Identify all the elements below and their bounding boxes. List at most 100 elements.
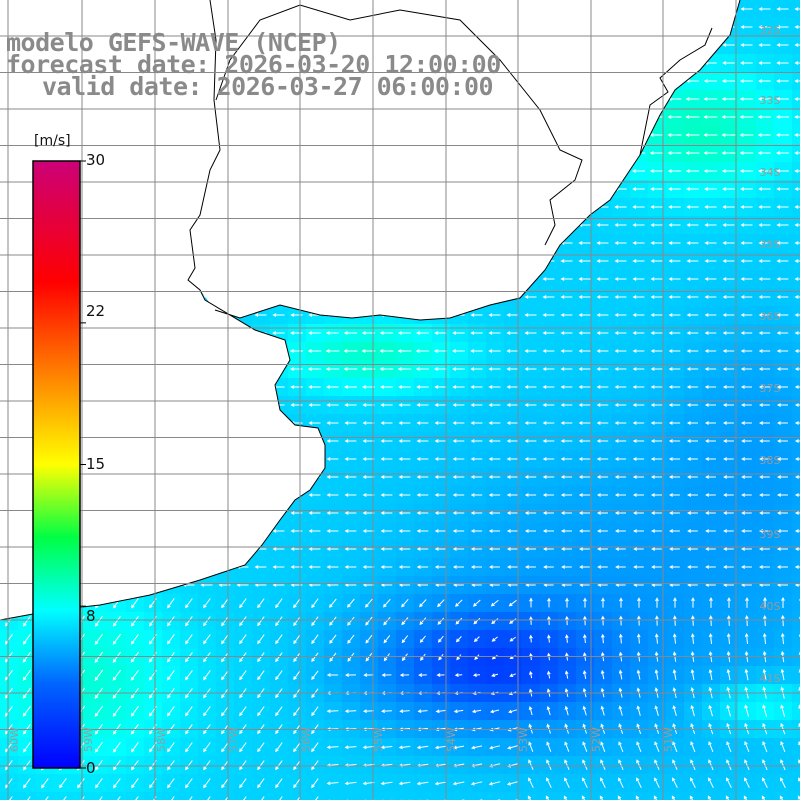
wind-arrow: [94, 633, 104, 645]
wind-arrow: [721, 115, 736, 119]
wind-arrow: [632, 457, 645, 461]
wind-cell: [792, 630, 800, 648]
wind-arrow: [578, 259, 591, 263]
wind-arrow: [686, 349, 699, 353]
wind-arrow: [272, 529, 285, 533]
wind-arrow: [722, 385, 734, 389]
wind-arrow: [739, 133, 754, 137]
wind-arrow: [797, 795, 800, 800]
wind-arrow: [344, 403, 357, 407]
wind-cell: [54, 792, 72, 800]
wind-arrow: [560, 277, 573, 281]
wind-arrow: [578, 439, 591, 443]
wind-arrow: [776, 25, 789, 29]
wind-arrow: [636, 633, 641, 644]
wind-arrow: [218, 583, 231, 587]
wind-arrow: [600, 741, 606, 752]
wind-arrow: [326, 673, 339, 677]
wind-arrow: [686, 403, 699, 407]
wind-arrow: [614, 277, 627, 281]
wind-arrow: [705, 547, 716, 551]
wind-arrow: [741, 493, 752, 497]
wind-arrow: [723, 529, 734, 533]
wind-arrow: [565, 615, 569, 626]
lat-label: 41S: [760, 672, 781, 685]
wind-arrow: [780, 668, 785, 681]
wind-arrow: [690, 669, 695, 680]
wind-arrow: [651, 565, 662, 569]
wind-arrow: [654, 669, 659, 680]
wind-cell: [216, 792, 234, 800]
wind-arrow: [546, 777, 552, 789]
wind-arrow: [506, 529, 519, 533]
wind-arrow: [705, 565, 716, 569]
wind-arrow: [112, 633, 122, 645]
wind-arrow: [740, 349, 753, 353]
wind-arrow: [488, 385, 501, 389]
wind-arrow: [488, 331, 501, 335]
wind-arrow: [758, 79, 771, 83]
wind-arrow: [471, 709, 482, 714]
wind-arrow: [722, 223, 735, 227]
wind-cell: [72, 792, 90, 800]
wind-arrow: [794, 367, 800, 371]
wind-arrow: [560, 349, 573, 353]
wind-arrow: [452, 421, 465, 425]
wind-arrow: [632, 403, 645, 407]
wind-arrow: [488, 511, 501, 515]
wind-arrow: [600, 669, 605, 680]
wind-arrow: [740, 25, 753, 29]
wind-arrow: [185, 760, 193, 771]
wind-arrow: [704, 331, 717, 335]
wind-arrow: [686, 421, 698, 425]
wind-arrow: [472, 599, 481, 607]
wind-arrow: [311, 670, 319, 681]
wind-arrow: [437, 599, 445, 608]
wind-arrow: [776, 547, 788, 551]
wind-arrow: [725, 795, 730, 800]
wind-arrow: [506, 457, 519, 461]
wind-arrow: [739, 151, 754, 155]
wind-arrow: [723, 475, 734, 479]
wind-arrow: [560, 259, 573, 263]
wind-arrow: [398, 745, 411, 750]
wind-arrow: [632, 223, 645, 227]
wind-arrow: [470, 475, 483, 479]
wind-arrow: [759, 511, 770, 515]
wind-arrow: [344, 475, 357, 479]
wind-arrow: [794, 385, 800, 389]
wind-arrow: [758, 241, 771, 245]
wind-arrow: [740, 385, 752, 389]
wind-arrow: [399, 673, 410, 677]
wind-arrow: [488, 403, 501, 407]
wind-arrow: [112, 760, 121, 771]
wind-arrow: [776, 241, 789, 245]
wind-arrow: [726, 668, 731, 681]
wind-arrow: [399, 709, 410, 714]
wind-cell: [756, 792, 774, 800]
wind-cell: [252, 792, 270, 800]
wind-arrow: [636, 669, 641, 680]
wind-arrow: [668, 313, 681, 317]
wind-arrow: [293, 616, 301, 627]
wind-arrow: [546, 759, 552, 771]
wind-arrow: [415, 349, 430, 353]
wind-arrow: [596, 367, 609, 371]
wind-arrow: [596, 223, 609, 227]
wind-arrow: [470, 781, 483, 786]
wind-arrow: [130, 615, 139, 627]
wind-arrow: [489, 565, 500, 569]
wind-arrow: [600, 777, 606, 789]
wind-arrow: [293, 760, 301, 771]
wind-arrow: [636, 705, 641, 716]
lon-label: 53W: [517, 727, 530, 752]
wind-arrow: [651, 583, 662, 587]
wind-arrow: [722, 277, 735, 281]
wind-arrow: [776, 313, 789, 317]
wind-arrow: [776, 43, 789, 47]
wind-arrow: [506, 385, 519, 389]
wind-arrow: [437, 617, 445, 625]
wind-arrow: [703, 151, 718, 155]
wind-arrow: [189, 796, 193, 800]
wind-arrow: [672, 633, 677, 644]
